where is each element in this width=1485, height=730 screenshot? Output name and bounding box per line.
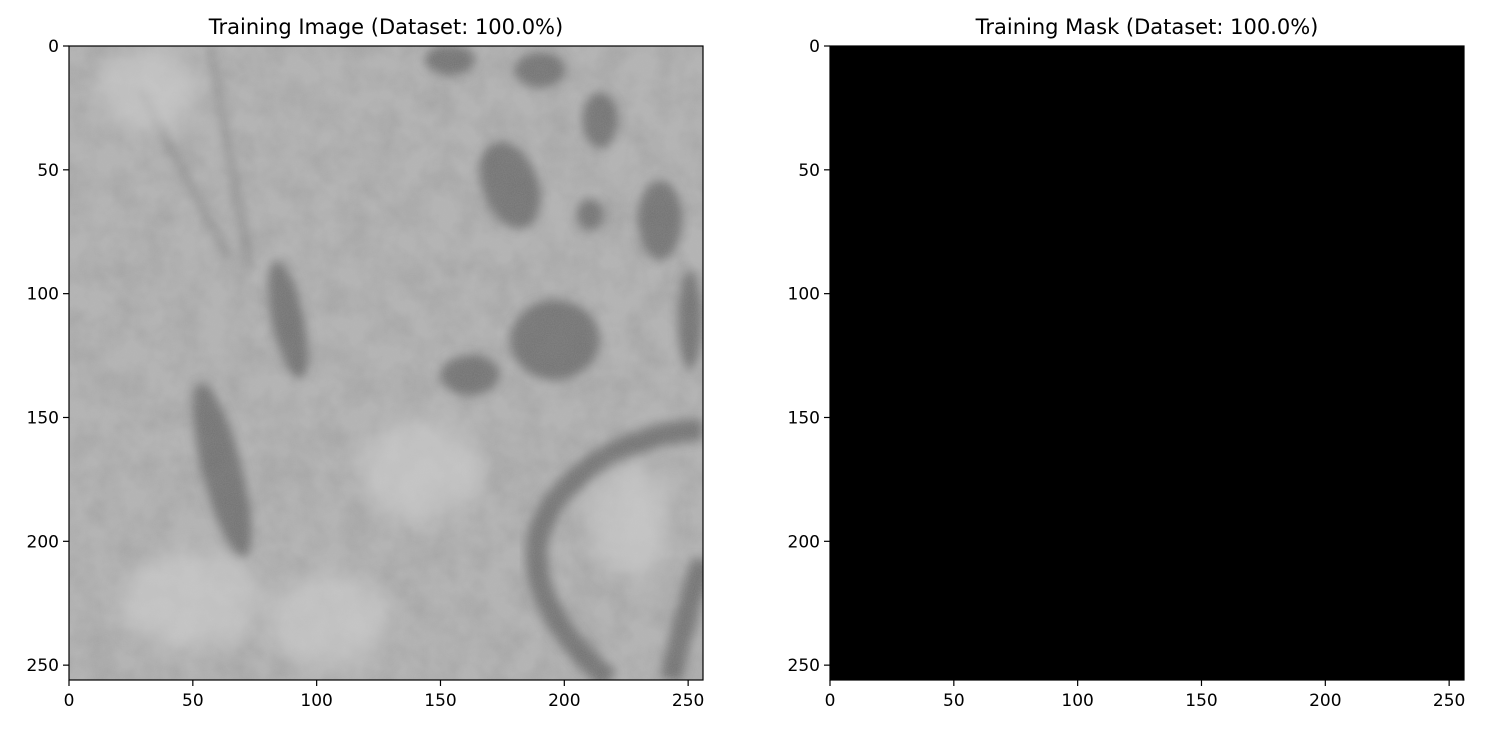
y-tick-label: 150 bbox=[27, 408, 59, 428]
axes-frame bbox=[68, 45, 704, 681]
x-tick-label: 0 bbox=[64, 691, 75, 711]
x-tick-label: 100 bbox=[300, 691, 332, 711]
x-tick-label: 250 bbox=[1433, 691, 1465, 711]
y-tick-label: 200 bbox=[27, 532, 59, 552]
training-mask-panel: Training Mask (Dataset: 100.0%) 0 50 100 15… bbox=[788, 15, 1466, 711]
axes-frame bbox=[829, 45, 1465, 681]
x-tick-label: 200 bbox=[1309, 691, 1341, 711]
y-tick-label: 250 bbox=[27, 656, 59, 676]
y-tick-label: 50 bbox=[37, 161, 59, 181]
x-tick-label: 0 bbox=[825, 691, 836, 711]
x-tick-label: 150 bbox=[424, 691, 456, 711]
x-tick-label: 250 bbox=[672, 691, 704, 711]
y-tick-label: 100 bbox=[27, 285, 59, 305]
y-tick-label: 250 bbox=[788, 656, 820, 676]
y-tick-label: 50 bbox=[798, 161, 820, 181]
training-mask bbox=[830, 46, 1464, 680]
y-tick-label: 0 bbox=[48, 37, 59, 57]
chart-title: Training Image (Dataset: 100.0%) bbox=[208, 15, 563, 39]
x-tick-label: 50 bbox=[182, 691, 204, 711]
y-tick-label: 100 bbox=[788, 285, 820, 305]
y-tick-label: 150 bbox=[788, 408, 820, 428]
x-tick-label: 100 bbox=[1061, 691, 1093, 711]
chart-title: Training Mask (Dataset: 100.0%) bbox=[975, 15, 1319, 39]
y-tick-label: 0 bbox=[809, 37, 820, 57]
y-tick-label: 200 bbox=[788, 532, 820, 552]
training-image bbox=[69, 46, 703, 680]
x-tick-label: 50 bbox=[943, 691, 965, 711]
x-tick-label: 150 bbox=[1185, 691, 1217, 711]
training-image-panel: Training Image (Dataset: 100.0%) bbox=[27, 15, 705, 711]
x-tick-label: 200 bbox=[548, 691, 580, 711]
